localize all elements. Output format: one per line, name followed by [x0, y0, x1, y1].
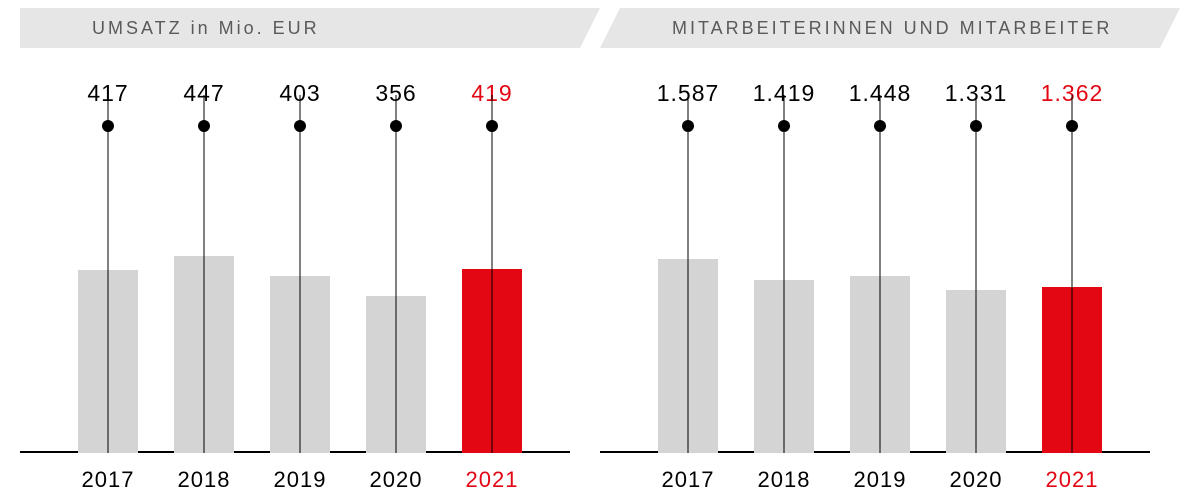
- bar-slot: 1.331: [946, 60, 1006, 453]
- bar-slot: 1.448: [850, 60, 910, 453]
- chart-area-umsatz: 417 447 403 356: [20, 60, 580, 503]
- pin-line: [108, 95, 109, 453]
- panel-mitarbeiter: MITARBEITERINNEN UND MITARBEITER 1.587 1…: [600, 0, 1160, 503]
- bar-slot: 417: [78, 60, 138, 453]
- pin-line: [688, 95, 689, 453]
- bar-slot: 1.419: [754, 60, 814, 453]
- panel-title: UMSATZ in Mio. EUR: [20, 18, 320, 39]
- pin-dot-icon: [778, 120, 790, 132]
- pin-dot-icon: [970, 120, 982, 132]
- bars-container: 1.587 1.419 1.448: [640, 60, 1120, 453]
- x-axis-label: 2017: [658, 467, 718, 493]
- pin-dot-icon: [682, 120, 694, 132]
- x-axis-label: 2020: [366, 467, 426, 493]
- bar-slot: 356: [366, 60, 426, 453]
- bars-container: 417 447 403 356: [60, 60, 540, 453]
- chart-area-mitarbeiter: 1.587 1.419 1.448: [600, 60, 1160, 503]
- bar-slot: 1.362: [1042, 60, 1102, 453]
- x-axis-label: 2019: [270, 467, 330, 493]
- x-axis-label: 2021: [1042, 467, 1102, 493]
- figure-root: UMSATZ in Mio. EUR 417 447: [0, 0, 1200, 503]
- pin-line: [300, 95, 301, 453]
- pin-line: [204, 95, 205, 453]
- panel-title-ribbon: MITARBEITERINNEN UND MITARBEITER: [600, 8, 1160, 48]
- x-axis-labels: 2017 2018 2019 2020 2021: [60, 467, 540, 493]
- pin-dot-icon: [486, 120, 498, 132]
- x-axis-label: 2020: [946, 467, 1006, 493]
- pin-dot-icon: [294, 120, 306, 132]
- panel-umsatz: UMSATZ in Mio. EUR 417 447: [20, 0, 580, 503]
- x-axis-label: 2017: [78, 467, 138, 493]
- x-axis-labels: 2017 2018 2019 2020 2021: [640, 467, 1120, 493]
- pin-line: [1072, 95, 1073, 453]
- panel-title-ribbon: UMSATZ in Mio. EUR: [20, 8, 580, 48]
- x-axis-label: 2021: [462, 467, 522, 493]
- bar-slot: 1.587: [658, 60, 718, 453]
- x-axis-label: 2019: [850, 467, 910, 493]
- pin-line: [396, 95, 397, 453]
- panel-title: MITARBEITERINNEN UND MITARBEITER: [600, 18, 1112, 39]
- x-axis-label: 2018: [174, 467, 234, 493]
- pin-dot-icon: [874, 120, 886, 132]
- x-axis-label: 2018: [754, 467, 814, 493]
- pin-dot-icon: [102, 120, 114, 132]
- pin-dot-icon: [198, 120, 210, 132]
- pin-line: [976, 95, 977, 453]
- pin-dot-icon: [1066, 120, 1078, 132]
- pin-line: [492, 95, 493, 453]
- bar-slot: 447: [174, 60, 234, 453]
- pin-line: [880, 95, 881, 453]
- pin-line: [784, 95, 785, 453]
- bar-slot: 419: [462, 60, 522, 453]
- pin-dot-icon: [390, 120, 402, 132]
- bar-slot: 403: [270, 60, 330, 453]
